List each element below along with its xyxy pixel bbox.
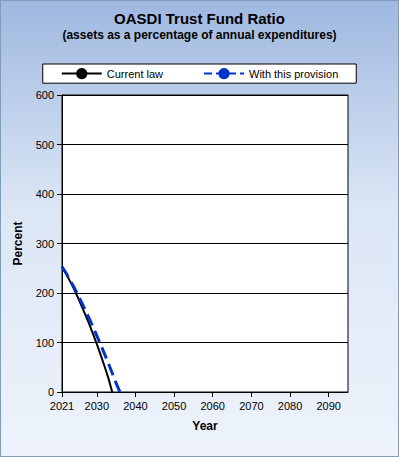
svg-text:100: 100	[36, 337, 54, 349]
svg-text:0: 0	[48, 386, 54, 398]
svg-text:2090: 2090	[316, 400, 340, 412]
svg-text:With this provision: With this provision	[249, 68, 338, 80]
svg-text:Year: Year	[192, 419, 218, 433]
svg-text:600: 600	[36, 89, 54, 101]
svg-text:2070: 2070	[239, 400, 263, 412]
svg-text:2021: 2021	[50, 400, 74, 412]
svg-text:400: 400	[36, 188, 54, 200]
svg-text:300: 300	[36, 238, 54, 250]
svg-text:200: 200	[36, 287, 54, 299]
svg-text:Current law: Current law	[107, 68, 163, 80]
svg-text:OASDI Trust Fund Ratio: OASDI Trust Fund Ratio	[114, 10, 285, 27]
svg-text:2050: 2050	[162, 400, 186, 412]
svg-text:500: 500	[36, 139, 54, 151]
svg-text:(assets as a percentage of ann: (assets as a percentage of annual expend…	[62, 28, 336, 42]
svg-text:2040: 2040	[123, 400, 147, 412]
svg-text:2030: 2030	[85, 400, 109, 412]
svg-text:Percent: Percent	[11, 221, 25, 265]
svg-text:2080: 2080	[278, 400, 302, 412]
svg-text:2060: 2060	[200, 400, 224, 412]
